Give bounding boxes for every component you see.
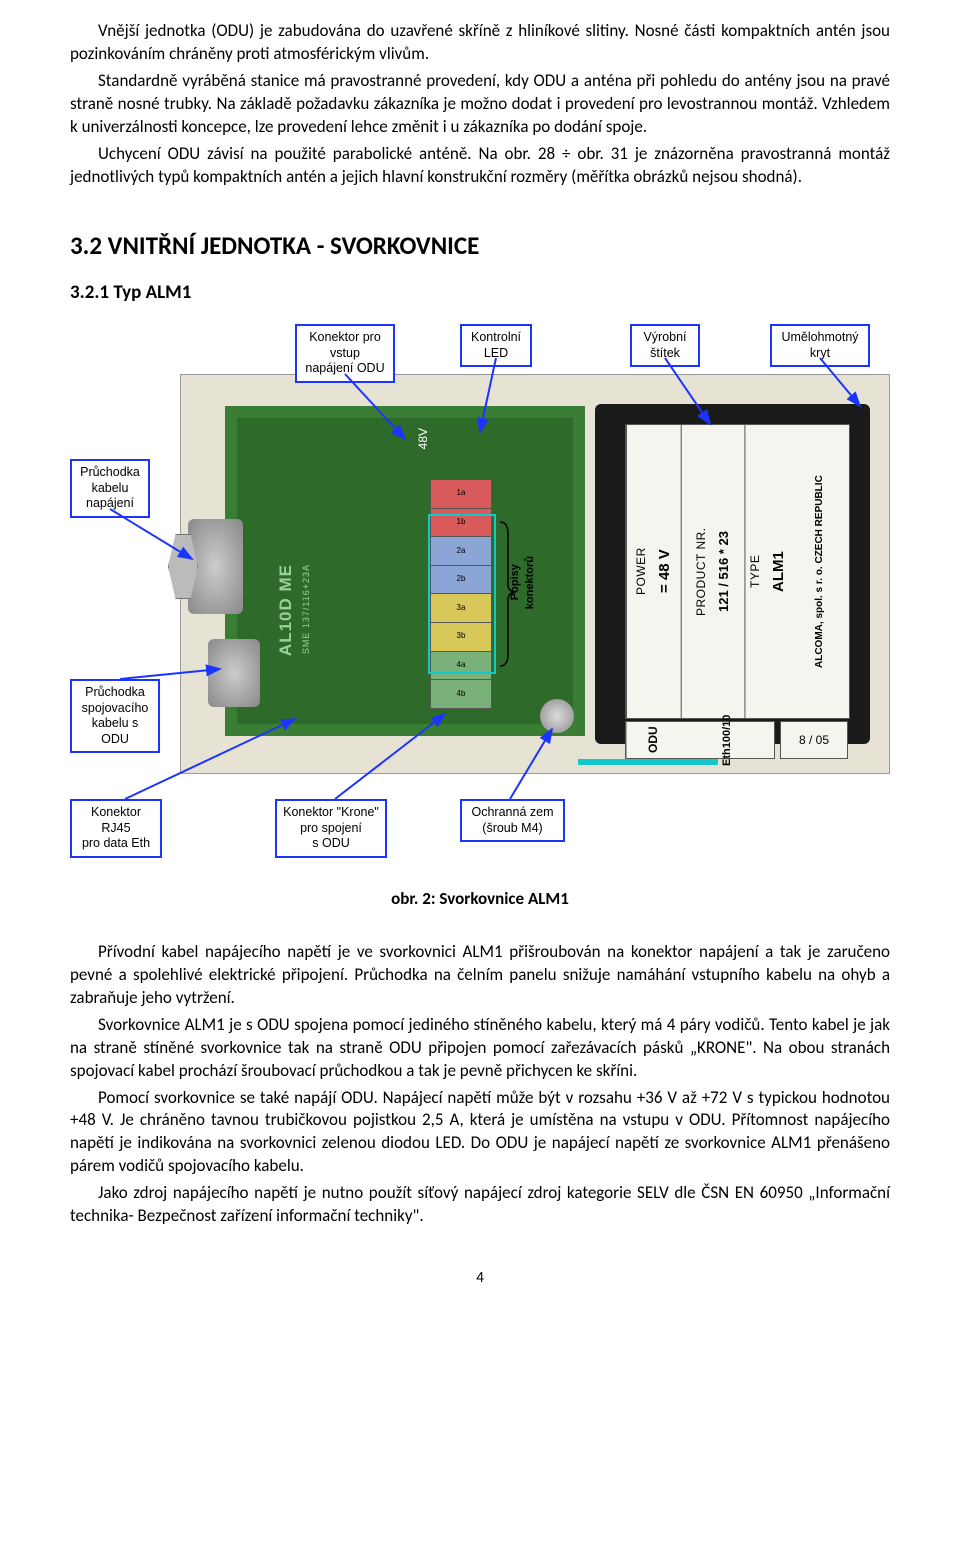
highlight-odu-strip: [578, 759, 718, 765]
callout-rj45: KonektorRJ45pro data Eth: [70, 799, 162, 858]
silkscreen-model: AL10D ME: [275, 564, 298, 656]
label-eth: Eth100/10: [680, 722, 775, 758]
label-company: ALCOMA, spol. s r. o. CZECH REPUBLIC: [813, 475, 827, 668]
highlight-terminals: [428, 514, 496, 674]
figure-alm1: POWER = 48 V PRODUCT NR. 121 / 516 * 23 …: [70, 324, 890, 864]
callout-led: KontrolníLED: [460, 324, 532, 367]
paragraph: Jako zdroj napájecího napětí je nutno po…: [70, 1182, 890, 1228]
paragraph: Svorkovnice ALM1 je s ODU spojena pomocí…: [70, 1014, 890, 1083]
label-power-val: = 48 V: [655, 550, 675, 594]
label-prod-val: 121 / 516 * 23: [715, 531, 733, 612]
callout-krone: Konektor "Krone"pro spojenís ODU: [275, 799, 387, 858]
paragraph: Vnější jednotka (ODU) je zabudována do u…: [70, 20, 890, 66]
callout-prod-label: Výrobníštítek: [630, 324, 700, 367]
paragraph: Pomocí svorkovnice se také napájí ODU. N…: [70, 1087, 890, 1179]
label-prod-key: PRODUCT NR.: [693, 527, 709, 616]
callout-cover: Umělohmotnýkryt: [770, 324, 870, 367]
callout-power-connector: Konektor provstupnapájení ODU: [295, 324, 395, 383]
heading-2: 3.2 VNITŘNÍ JEDNOTKA - SVORKOVNICE: [70, 229, 890, 263]
callout-connector-labels: Popisykonektorů: [508, 556, 538, 609]
paragraph: Přívodní kabel napájecího napětí je ve s…: [70, 941, 890, 1010]
ground-screw: [540, 699, 574, 733]
silkscreen-48v: 48V: [415, 428, 431, 449]
callout-odu-grommet: Průchodkaspojovacíhokabelu s ODU: [70, 679, 160, 754]
label-power-key: POWER: [633, 548, 649, 596]
label-date: 8 / 05: [780, 721, 848, 759]
callout-ground: Ochranná zem(šroub M4): [460, 799, 565, 842]
page-number: 4: [70, 1268, 890, 1288]
paragraph: Standardně vyráběná stanice má pravostra…: [70, 70, 890, 139]
paragraph: Uchycení ODU závisí na použité parabolic…: [70, 143, 890, 189]
label-odu: ODU: [626, 722, 680, 758]
figure-caption: obr. 2: Svorkovnice ALM1: [70, 888, 890, 911]
callout-power-grommet: Průchodkakabelunapájení: [70, 459, 150, 518]
silkscreen-code: SME 137/116+23A: [300, 564, 312, 654]
heading-3: 3.2.1 Typ ALM1: [70, 280, 890, 306]
label-type-val: ALM1: [769, 551, 789, 592]
product-label: POWER = 48 V PRODUCT NR. 121 / 516 * 23 …: [625, 424, 850, 719]
cable-grommet-bottom: [208, 639, 260, 707]
label-type-key: TYPE: [747, 555, 763, 588]
terminal-row: 1a: [431, 480, 491, 509]
terminal-row: 4b: [431, 680, 491, 708]
